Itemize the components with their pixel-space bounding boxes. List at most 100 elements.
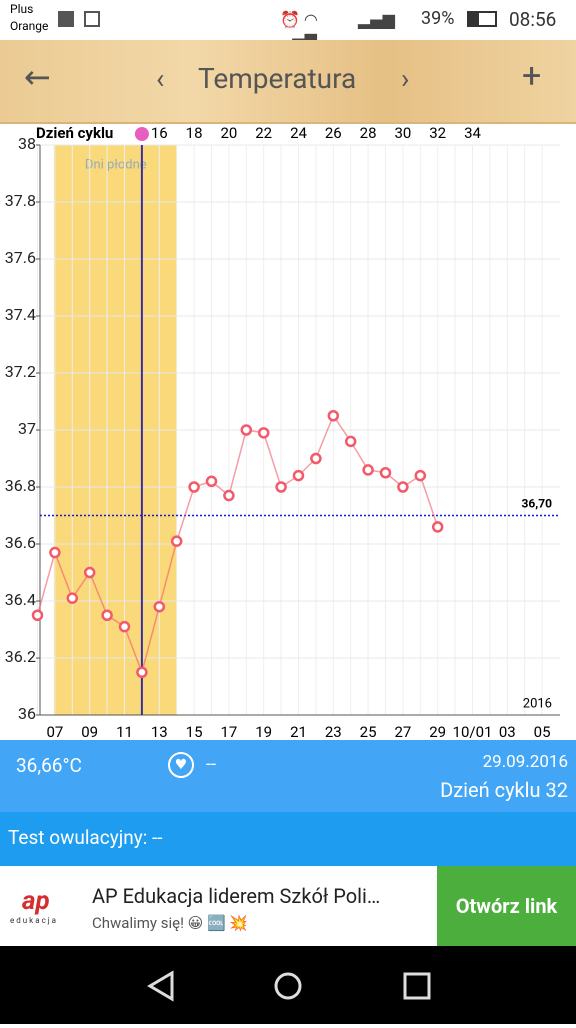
nav-recent[interactable] [403,972,431,1000]
carrier: Plus [10,2,34,16]
x-tick-label: 19 [255,723,272,740]
ovulation-row[interactable]: Test owulacyjny: -- [0,812,576,866]
carrier: Orange [10,19,49,33]
y-tick-label: 36.6 [5,533,36,552]
reference-label: 36,70 [522,497,553,511]
x-tick-label: 11 [116,723,133,740]
top-tick-label: 20 [220,124,237,142]
y-tick-label: 38 [18,134,36,153]
top-tick-label: 32 [429,124,446,142]
heart-value: -- [206,754,216,775]
temperature: 36,66°C [16,754,82,777]
data-point [136,666,148,678]
top-tick-label: 34 [464,124,481,142]
data-point [292,469,305,482]
y-tick-label: 37.6 [5,248,36,267]
top-tick-label: 24 [290,124,307,142]
data-point [431,521,444,533]
y-tick-label: 37 [18,419,36,438]
next-button[interactable]: › [401,62,410,95]
signal: ▂▄▆ [358,10,395,29]
y-tick-label: 36 [18,704,36,723]
data-point [362,464,374,476]
y-tick-label: 36.8 [5,476,36,495]
data-point [223,489,235,502]
prev-button[interactable]: ‹ [156,62,165,95]
fertile-label: Dni płodne [85,157,147,172]
y-tick-label: 37.4 [5,305,36,324]
data-point [170,535,183,547]
x-tick-label: 25 [360,723,377,740]
data-point [66,592,79,604]
nav-home[interactable] [274,972,302,1000]
ad-logo-sub: edukacja [10,916,59,925]
x-tick-label: 29 [429,723,446,740]
data-point [31,609,44,621]
back-button[interactable]: ← [24,58,51,96]
ad-subtitle: Chwalimy się! 😀 🆒 💥 [92,914,249,932]
ad-logo: ap [22,886,50,916]
date: 29.09.2016 [482,752,568,772]
ad-button[interactable]: Otwórz link [437,866,576,946]
data-point [275,481,287,493]
x-tick-label: 23 [325,723,342,740]
top-tick-label: 18 [186,124,203,142]
ovulation-test: Test owulacyjny: -- [8,826,163,849]
ad-banner[interactable]: ap edukacja AP Edukacja liderem Szkół Po… [0,866,576,946]
year-label: 2016 [523,696,552,711]
data-point [83,566,96,579]
image-icon [84,11,100,27]
info-panel: 36,66°C ♥ -- 29.09.2016 Dzień cyklu 32 [0,740,576,812]
top-tick-label: 22 [255,124,272,142]
toolbar-title: Temperatura [198,62,357,95]
toolbar: ← ‹ Temperatura › + [0,40,576,124]
top-tick-label: 28 [360,124,377,142]
data-point [205,475,218,488]
data-point [101,609,113,621]
x-tick-label: 13 [151,723,168,740]
data-point [414,469,427,482]
ad-title: AP Edukacja liderem Szkół Poli… [92,884,381,908]
y-tick-label: 36.2 [5,647,36,666]
nav-bar [0,946,576,1024]
add-button[interactable]: + [522,56,542,96]
data-point [379,467,392,479]
data-point [118,620,131,633]
data-point [344,435,357,448]
data-point [240,424,253,436]
data-point [257,427,270,439]
data-point [310,452,322,465]
battery [467,11,497,27]
y-tick-label: 37.8 [5,191,36,210]
chart: Dni płodne 36 36.2 36.4 36.6 36.8 37 37.2 37.4 37… [5,124,560,740]
x-tick-label: 07 [46,723,63,740]
y-tick-label: 36.4 [5,590,36,609]
today-icon [134,127,149,141]
x-tick-label: 03 [499,723,516,740]
y-tick-label: 37.2 [5,362,36,381]
top-tick-label: 30 [394,124,411,142]
nav-icons [147,970,431,1002]
data-point [327,410,340,422]
data-point [49,546,61,559]
x-tick-label: 21 [290,723,307,740]
x-tick-label: 15 [186,723,203,740]
x-tick-label: 17 [220,723,237,740]
top-tick-label: 16 [151,124,168,142]
top-axis-title: Dzień cyklu [36,124,113,142]
data-point [188,481,200,493]
clock: 08:56 [509,8,557,31]
fb-icon [58,11,74,27]
battery-pct: 39% [421,8,455,29]
heart-icon[interactable]: ♥ [168,752,194,778]
x-tick-label: 10/01 [453,723,493,740]
x-tick-label: 09 [81,723,98,740]
top-tick-label: 26 [325,124,342,142]
data-point [397,481,409,493]
x-tick-label: 05 [534,723,551,740]
cycle-day: Dzień cyklu 32 [440,778,568,802]
data-point [153,600,166,613]
nav-back[interactable] [147,970,174,1002]
x-tick-label: 27 [394,723,411,740]
